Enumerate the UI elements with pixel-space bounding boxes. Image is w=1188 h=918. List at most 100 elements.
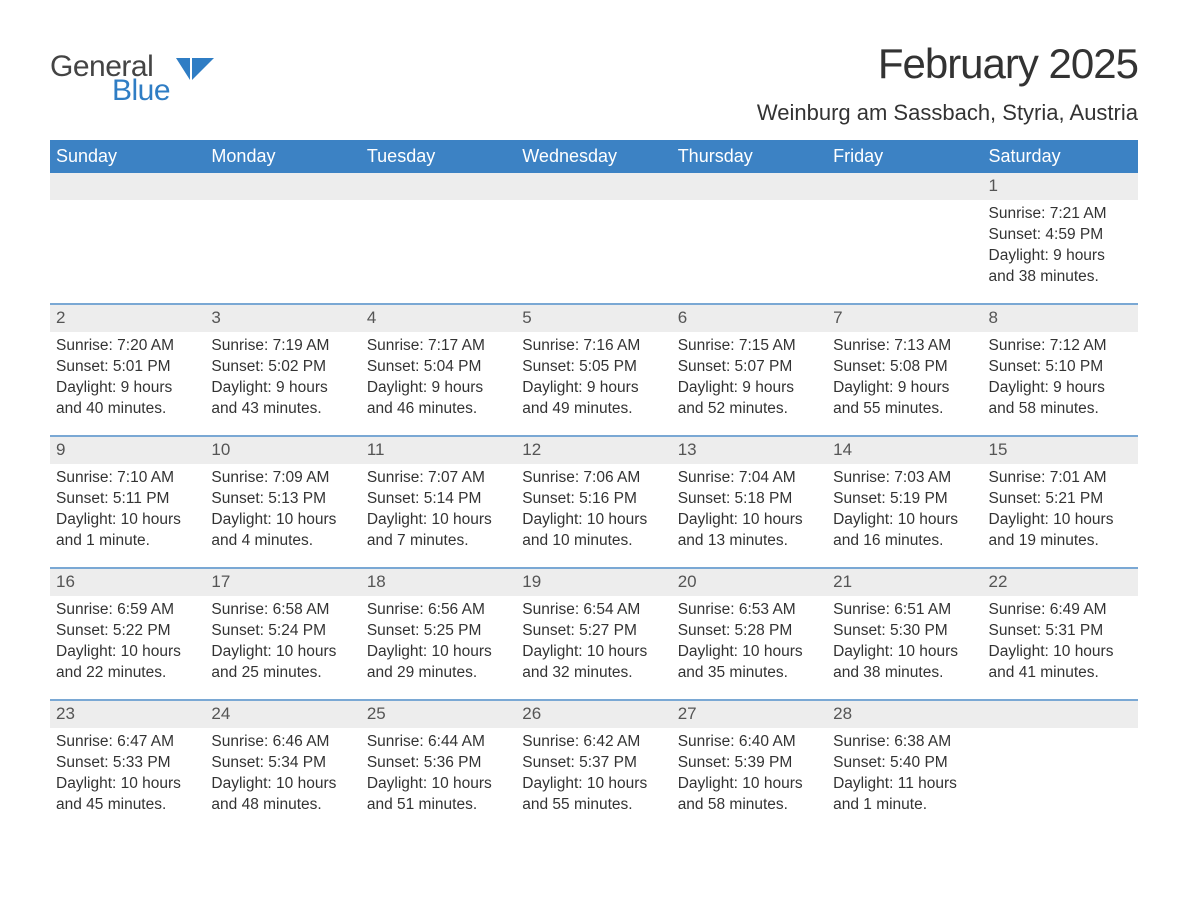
sunrise-text: Sunrise: 7:04 AM bbox=[678, 468, 821, 489]
day-number: 6 bbox=[672, 305, 827, 332]
sunset-text: Sunset: 5:27 PM bbox=[522, 621, 665, 642]
calendar-cell: 17 Sunrise: 6:58 AMSunset: 5:24 PMDayligh… bbox=[205, 569, 360, 699]
daylight-text: Daylight: 10 hours and 41 minutes. bbox=[989, 642, 1132, 684]
day-number: 12 bbox=[516, 437, 671, 464]
daylight-text: Daylight: 10 hours and 45 minutes. bbox=[56, 774, 199, 816]
calendar-cell: 20Sunrise: 6:53 AMSunset: 5:28 PMDayligh… bbox=[672, 569, 827, 699]
brand-logo: General Blue bbox=[50, 50, 214, 108]
sunset-text: Sunset: 5:10 PM bbox=[989, 357, 1132, 378]
sunrise-text: Sunrise: 6:42 AM bbox=[522, 732, 665, 753]
calendar-cell: 14Sunrise: 7:03 AMSunset: 5:19 PMDayligh… bbox=[827, 437, 982, 567]
day-number: 20 bbox=[672, 569, 827, 596]
sunset-text: Sunset: 5:04 PM bbox=[367, 357, 510, 378]
weekday-label: Saturday bbox=[983, 140, 1138, 173]
sunrise-text: Sunrise: 6:53 AM bbox=[678, 600, 821, 621]
sunset-text: Sunset: 5:24 PM bbox=[211, 621, 354, 642]
sunset-text: Sunset: 5:08 PM bbox=[833, 357, 976, 378]
calendar-cell: 4Sunrise: 7:17 AMSunset: 5:04 PMDaylight… bbox=[361, 305, 516, 435]
day-number bbox=[672, 173, 827, 200]
sunset-text: Sunset: 5:21 PM bbox=[989, 489, 1132, 510]
calendar-week: 1Sunrise: 7:21 AMSunset: 4:59 PMDaylight… bbox=[50, 173, 1138, 303]
weekday-label: Wednesday bbox=[516, 140, 671, 173]
daylight-text: Daylight: 10 hours and 13 minutes. bbox=[678, 510, 821, 552]
daylight-text: Daylight: 10 hours and 10 minutes. bbox=[522, 510, 665, 552]
day-number: 2 bbox=[50, 305, 205, 332]
calendar-cell: 18Sunrise: 6:56 AMSunset: 5:25 PMDayligh… bbox=[361, 569, 516, 699]
day-number: 16 bbox=[50, 569, 205, 596]
weekday-label: Thursday bbox=[672, 140, 827, 173]
calendar-cell: 23Sunrise: 6:47 AMSunset: 5:33 PMDayligh… bbox=[50, 701, 205, 831]
calendar-cell bbox=[361, 173, 516, 303]
calendar-cell: 22Sunrise: 6:49 AMSunset: 5:31 PMDayligh… bbox=[983, 569, 1138, 699]
day-number: 24 bbox=[205, 701, 360, 728]
calendar-cell: 19Sunrise: 6:54 AMSunset: 5:27 PMDayligh… bbox=[516, 569, 671, 699]
sunset-text: Sunset: 5:33 PM bbox=[56, 753, 199, 774]
calendar-cell: 8 Sunrise: 7:12 AMSunset: 5:10 PMDaylight… bbox=[983, 305, 1138, 435]
sunset-text: Sunset: 5:34 PM bbox=[211, 753, 354, 774]
day-number: 25 bbox=[361, 701, 516, 728]
daylight-text: Daylight: 11 hours and 1 minute. bbox=[833, 774, 976, 816]
calendar-cell: 24Sunrise: 6:46 AMSunset: 5:34 PMDayligh… bbox=[205, 701, 360, 831]
day-number: 18 bbox=[361, 569, 516, 596]
day-number: 13 bbox=[672, 437, 827, 464]
brand-sub: Blue bbox=[112, 74, 170, 108]
sunset-text: Sunset: 5:30 PM bbox=[833, 621, 976, 642]
sunrise-text: Sunrise: 7:12 AM bbox=[989, 336, 1132, 357]
sunrise-text: Sunrise: 6:58 AM bbox=[211, 600, 354, 621]
daylight-text: Daylight: 10 hours and 7 minutes. bbox=[367, 510, 510, 552]
sunrise-text: Sunrise: 7:10 AM bbox=[56, 468, 199, 489]
daylight-text: Daylight: 10 hours and 29 minutes. bbox=[367, 642, 510, 684]
sunset-text: Sunset: 5:05 PM bbox=[522, 357, 665, 378]
sunrise-text: Sunrise: 7:03 AM bbox=[833, 468, 976, 489]
day-number: 4 bbox=[361, 305, 516, 332]
daylight-text: Daylight: 9 hours and 46 minutes. bbox=[367, 378, 510, 420]
sunset-text: Sunset: 5:31 PM bbox=[989, 621, 1132, 642]
sunrise-text: Sunrise: 6:59 AM bbox=[56, 600, 199, 621]
calendar-week: 2Sunrise: 7:20 AMSunset: 5:01 PMDaylight… bbox=[50, 303, 1138, 435]
daylight-text: Daylight: 9 hours and 43 minutes. bbox=[211, 378, 354, 420]
sunrise-text: Sunrise: 7:09 AM bbox=[211, 468, 354, 489]
day-number: 17 bbox=[205, 569, 360, 596]
calendar-cell: 13Sunrise: 7:04 AMSunset: 5:18 PMDayligh… bbox=[672, 437, 827, 567]
daylight-text: Daylight: 10 hours and 19 minutes. bbox=[989, 510, 1132, 552]
daylight-text: Daylight: 10 hours and 25 minutes. bbox=[211, 642, 354, 684]
calendar-cell: 28Sunrise: 6:38 AMSunset: 5:40 PMDayligh… bbox=[827, 701, 982, 831]
calendar-cell: 9Sunrise: 7:10 AMSunset: 5:11 PMDaylight… bbox=[50, 437, 205, 567]
day-number: 26 bbox=[516, 701, 671, 728]
sunset-text: Sunset: 4:59 PM bbox=[989, 225, 1132, 246]
sunset-text: Sunset: 5:02 PM bbox=[211, 357, 354, 378]
daylight-text: Daylight: 10 hours and 35 minutes. bbox=[678, 642, 821, 684]
sunset-text: Sunset: 5:37 PM bbox=[522, 753, 665, 774]
daylight-text: Daylight: 9 hours and 58 minutes. bbox=[989, 378, 1132, 420]
daylight-text: Daylight: 10 hours and 55 minutes. bbox=[522, 774, 665, 816]
sunrise-text: Sunrise: 6:40 AM bbox=[678, 732, 821, 753]
daylight-text: Daylight: 10 hours and 16 minutes. bbox=[833, 510, 976, 552]
calendar-cell: 10Sunrise: 7:09 AMSunset: 5:13 PMDayligh… bbox=[205, 437, 360, 567]
day-number bbox=[827, 173, 982, 200]
sunrise-text: Sunrise: 7:13 AM bbox=[833, 336, 976, 357]
title-block: February 2025 Weinburg am Sassbach, Styr… bbox=[757, 40, 1138, 126]
day-number: 11 bbox=[361, 437, 516, 464]
sunset-text: Sunset: 5:14 PM bbox=[367, 489, 510, 510]
day-number: 8 bbox=[983, 305, 1138, 332]
sunrise-text: Sunrise: 6:44 AM bbox=[367, 732, 510, 753]
sunrise-text: Sunrise: 7:06 AM bbox=[522, 468, 665, 489]
brand-flag-icon bbox=[176, 58, 214, 84]
calendar-cell: 26 Sunrise: 6:42 AMSunset: 5:37 PMDayligh… bbox=[516, 701, 671, 831]
day-number: 14 bbox=[827, 437, 982, 464]
sunrise-text: Sunrise: 7:19 AM bbox=[211, 336, 354, 357]
sunrise-text: Sunrise: 6:38 AM bbox=[833, 732, 976, 753]
calendar-cell: 21Sunrise: 6:51 AMSunset: 5:30 PMDayligh… bbox=[827, 569, 982, 699]
daylight-text: Daylight: 10 hours and 48 minutes. bbox=[211, 774, 354, 816]
sunset-text: Sunset: 5:22 PM bbox=[56, 621, 199, 642]
daylight-text: Daylight: 10 hours and 4 minutes. bbox=[211, 510, 354, 552]
calendar-week: 16 Sunrise: 6:59 AMSunset: 5:22 PM Dayligh… bbox=[50, 567, 1138, 699]
daylight-text: Daylight: 10 hours and 1 minute. bbox=[56, 510, 199, 552]
sunset-text: Sunset: 5:01 PM bbox=[56, 357, 199, 378]
daylight-text: Daylight: 9 hours and 55 minutes. bbox=[833, 378, 976, 420]
header-bar: General Blue February 2025 Weinburg am S… bbox=[50, 40, 1138, 126]
day-number: 15 bbox=[983, 437, 1138, 464]
calendar-cell: 27Sunrise: 6:40 AMSunset: 5:39 PMDayligh… bbox=[672, 701, 827, 831]
sunset-text: Sunset: 5:40 PM bbox=[833, 753, 976, 774]
day-number: 1 bbox=[983, 173, 1138, 200]
